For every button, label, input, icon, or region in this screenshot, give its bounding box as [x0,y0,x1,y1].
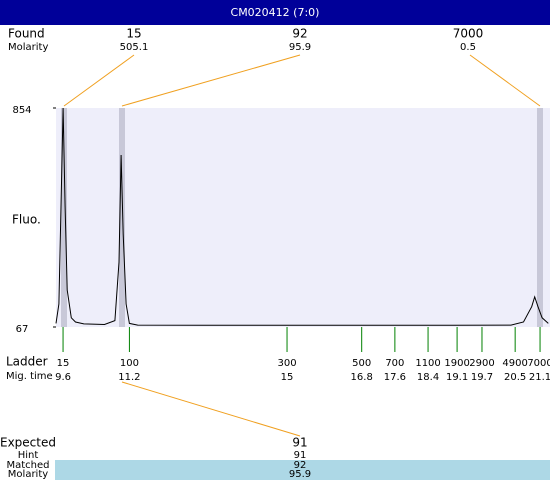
ladder-time: 16.8 [351,372,373,383]
ladder-time: 19.7 [471,372,493,383]
expected-value: 95.9 [289,469,311,480]
peak-band [537,108,543,327]
expected-value: 91 [292,436,307,450]
matched-row [55,460,550,480]
trace [55,107,549,326]
ladder-size: 500 [352,358,371,369]
peak-size: 92 [292,27,307,41]
ladder-size: 1900 [444,358,469,369]
ladder-time: 18.4 [417,372,439,383]
plot-area [56,108,550,327]
ladder-time: 9.6 [55,372,71,383]
title-bar [0,0,550,25]
expected-value: 91 [294,450,307,461]
ladder-size: 100 [120,358,139,369]
expected-label: Hint [18,450,39,461]
ladder-time: 11.2 [118,372,140,383]
ladder-time: 15 [281,372,294,383]
ladder-size: 15 [57,358,70,369]
peak-band [119,108,125,327]
ladder-time: 19.1 [446,372,468,383]
ladder-size: 7000 [527,358,550,369]
ladder-size: 1100 [415,358,440,369]
ladder-time: 20.5 [504,372,526,383]
ladder-size: 2900 [469,358,494,369]
ladder-time: 17.6 [384,372,406,383]
y-label: Fluo. [12,213,41,227]
time-label: Mig. time [6,371,53,382]
found-label: Found [8,27,45,41]
expected-label: Matched [6,460,49,471]
title: CM020412 (7:0) [231,6,320,19]
peak-size: 7000 [453,27,484,41]
peak-band [61,108,67,327]
expected-value: 92 [294,460,307,471]
expected-label: Molarity [8,469,48,480]
ladder-label: Ladder [6,355,48,369]
peak-molarity: 0.5 [460,42,476,53]
peak-molarity: 505.1 [120,42,149,53]
y-tick-label: 67 [16,324,29,335]
ladder-size: 4900 [502,358,527,369]
y-tick-label: 854 [12,105,31,116]
connectors [63,54,541,437]
ladder-size: 300 [277,358,296,369]
ladder-size: 700 [385,358,404,369]
ladder-time: 21.1 [529,372,550,383]
peak-size: 15 [126,27,141,41]
peak-molarity: 95.9 [289,42,311,53]
expected-label: Expected [0,436,56,450]
molarity-label: Molarity [8,42,48,53]
